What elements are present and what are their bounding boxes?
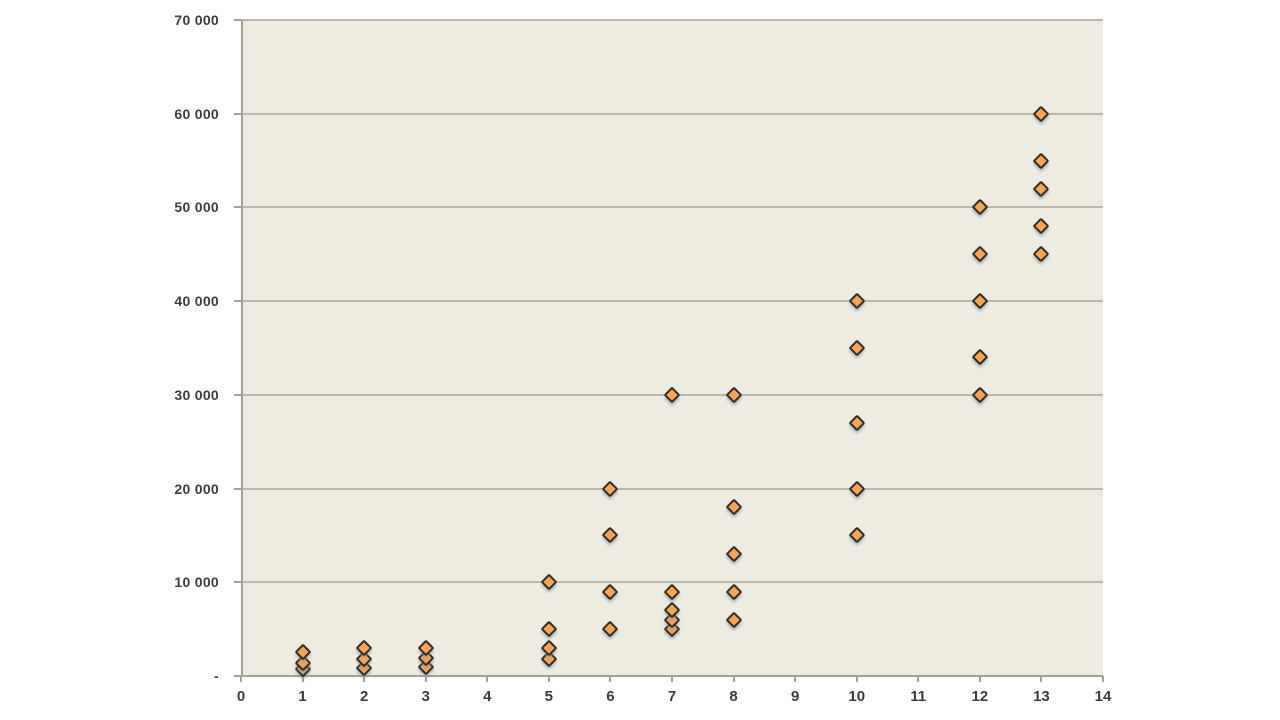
gridline: [241, 206, 1103, 209]
x-axis-tick-label: 9: [790, 688, 800, 705]
x-axis-tick-label: 11: [910, 688, 927, 705]
y-axis-tick: [234, 581, 241, 584]
y-axis-tick-label: 60 000: [174, 105, 219, 122]
x-axis-tick: [547, 676, 550, 682]
gridline: [241, 112, 1103, 115]
y-axis-tick: [234, 112, 241, 115]
x-axis-tick-label: 2: [359, 688, 369, 705]
x-axis-tick: [486, 676, 489, 682]
y-axis-tick-label: 40 000: [174, 293, 219, 310]
y-axis-tick: [234, 487, 241, 490]
x-axis-tick: [1040, 676, 1043, 682]
x-axis-tick-label: 4: [483, 688, 492, 705]
y-axis-tick: [234, 19, 241, 21]
x-axis-tick: [1102, 676, 1104, 682]
x-axis-tick: [363, 676, 366, 682]
x-axis-tick-label: 5: [544, 688, 554, 705]
x-axis-tick: [301, 676, 304, 682]
gridline: [241, 19, 1103, 21]
x-axis-tick: [609, 676, 612, 682]
y-axis-tick-label: 30 000: [174, 386, 219, 403]
x-axis-tick-label: 0: [236, 688, 246, 705]
y-axis-tick-label: 20 000: [174, 480, 219, 497]
x-axis-tick-label: 6: [606, 688, 615, 705]
y-axis-tick: [234, 675, 241, 677]
x-axis-tick-label: 13: [1033, 688, 1050, 705]
gridline: [241, 581, 1103, 584]
x-axis-tick-label: 8: [729, 688, 738, 705]
y-axis-tick: [234, 300, 241, 303]
x-axis-tick: [978, 676, 981, 682]
x-axis-tick-label: 12: [971, 688, 989, 705]
x-axis-tick-label: 14: [1094, 688, 1112, 705]
x-axis-tick-label: 7: [667, 688, 677, 705]
x-axis-tick-label: 1: [298, 688, 307, 705]
x-axis-tick: [424, 676, 427, 682]
y-axis-tick-label: -: [214, 668, 219, 684]
gridline: [241, 487, 1103, 490]
x-axis-tick: [732, 676, 735, 682]
y-axis-tick-label: 50 000: [174, 199, 219, 216]
x-axis-tick-label: 3: [421, 688, 430, 705]
y-axis-tick: [234, 206, 241, 209]
x-axis-tick: [794, 676, 797, 682]
x-axis-tick-label: 10: [848, 688, 866, 705]
x-axis-tick: [917, 676, 920, 682]
plot-area: [241, 19, 1103, 677]
y-axis-tick: [234, 393, 241, 396]
x-axis-tick: [855, 676, 858, 682]
y-axis-tick-label: 70 000: [174, 12, 219, 28]
x-axis-tick: [671, 676, 673, 682]
x-axis-tick: [240, 676, 242, 682]
y-axis-tick-label: 10 000: [174, 574, 219, 591]
y-axis-line: [241, 20, 243, 676]
gridline: [241, 300, 1103, 303]
